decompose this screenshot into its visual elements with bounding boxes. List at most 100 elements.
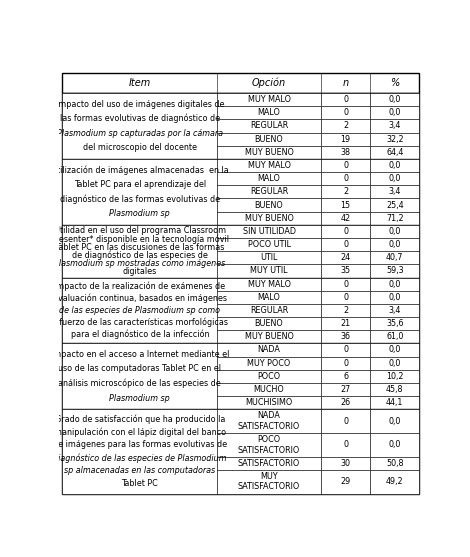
Text: 38: 38 <box>341 148 351 157</box>
Text: MUY
SATISFACTORIO: MUY SATISFACTORIO <box>238 472 300 491</box>
Text: Utilidad en el uso del programa Classroom: Utilidad en el uso del programa Classroo… <box>54 226 226 236</box>
Text: 30: 30 <box>341 459 351 468</box>
Bar <box>370 172 419 185</box>
Text: diagnóstico de las especies de Plasmodium: diagnóstico de las especies de Plasmodiu… <box>53 453 227 463</box>
Bar <box>321 433 370 457</box>
Text: 49,2: 49,2 <box>386 477 404 486</box>
Text: 2: 2 <box>343 121 348 130</box>
Text: 19: 19 <box>341 135 351 144</box>
Text: Tablet PC: Tablet PC <box>121 480 158 488</box>
Bar <box>217 291 321 304</box>
Bar <box>370 119 419 133</box>
Text: manipulación con el lápiz digital del banco: manipulación con el lápiz digital del ba… <box>54 427 226 437</box>
Text: 0: 0 <box>343 95 348 104</box>
Bar <box>370 330 419 343</box>
Bar <box>217 251 321 265</box>
Text: MUY BUENO: MUY BUENO <box>245 148 294 157</box>
Bar <box>321 225 370 238</box>
Bar <box>370 159 419 172</box>
Text: n: n <box>343 78 349 88</box>
Bar <box>217 383 321 396</box>
Text: Plasmodium sp mostradas como imágenes: Plasmodium sp mostradas como imágenes <box>54 259 226 268</box>
Bar <box>370 212 419 225</box>
Text: 29: 29 <box>340 477 351 486</box>
Text: %: % <box>390 78 400 88</box>
Bar <box>370 433 419 457</box>
Text: 2: 2 <box>343 306 348 315</box>
Text: 6: 6 <box>343 372 348 381</box>
Text: Impacto en el acceso a Internet mediante el: Impacto en el acceso a Internet mediante… <box>51 350 229 359</box>
Text: 0,0: 0,0 <box>389 293 401 302</box>
Text: BUENO: BUENO <box>255 201 283 209</box>
Text: 0,0: 0,0 <box>389 227 401 236</box>
Text: 15: 15 <box>341 201 351 209</box>
Text: Plasmodium sp capturadas por la cámara: Plasmodium sp capturadas por la cámara <box>57 129 223 138</box>
Bar <box>217 330 321 343</box>
Text: 35: 35 <box>341 266 351 275</box>
Bar <box>370 265 419 277</box>
Text: 42: 42 <box>341 214 351 223</box>
Text: 0: 0 <box>343 161 348 170</box>
Text: MUY BUENO: MUY BUENO <box>245 333 294 341</box>
Bar <box>321 185 370 198</box>
Text: 0,0: 0,0 <box>389 345 401 354</box>
Bar <box>370 356 419 370</box>
Bar <box>321 212 370 225</box>
Text: 59,3: 59,3 <box>386 266 404 275</box>
Bar <box>217 119 321 133</box>
Text: MUY BUENO: MUY BUENO <box>245 214 294 223</box>
Bar <box>217 146 321 159</box>
Bar <box>217 317 321 330</box>
Bar <box>63 93 217 159</box>
Bar <box>321 277 370 291</box>
Bar <box>370 238 419 251</box>
Bar <box>63 225 217 277</box>
Text: Item: Item <box>129 78 151 88</box>
Text: Tablet PC para el aprendizaje del: Tablet PC para el aprendizaje del <box>74 180 206 189</box>
Text: Presenter* disponible en la tecnología móvil: Presenter* disponible en la tecnología m… <box>51 234 229 244</box>
Text: 0,0: 0,0 <box>389 161 401 170</box>
Text: 0,0: 0,0 <box>389 359 401 368</box>
Bar <box>370 93 419 106</box>
Bar <box>217 238 321 251</box>
Text: 2: 2 <box>343 187 348 197</box>
Text: NADA: NADA <box>258 345 281 354</box>
Text: MUCHISIMO: MUCHISIMO <box>245 398 293 407</box>
Text: 24: 24 <box>341 253 351 262</box>
Bar <box>321 172 370 185</box>
Bar <box>63 343 217 409</box>
Text: digitales: digitales <box>123 267 157 276</box>
Bar <box>370 304 419 317</box>
Bar <box>321 343 370 356</box>
Text: 21: 21 <box>341 319 351 328</box>
Text: las formas evolutivas de diagnóstico de: las formas evolutivas de diagnóstico de <box>60 114 220 124</box>
Text: 0,0: 0,0 <box>389 280 401 289</box>
Text: 26: 26 <box>341 398 351 407</box>
Bar <box>217 185 321 198</box>
Text: SATISFACTORIO: SATISFACTORIO <box>238 459 300 468</box>
Bar <box>217 106 321 119</box>
Text: MUY UTIL: MUY UTIL <box>251 266 288 275</box>
Text: BUENO: BUENO <box>255 319 283 328</box>
Text: 0,0: 0,0 <box>389 417 401 426</box>
Bar <box>217 198 321 212</box>
Text: 0: 0 <box>343 174 348 183</box>
Bar <box>321 457 370 470</box>
Text: Tablet PC en las discusiones de las formas: Tablet PC en las discusiones de las form… <box>55 243 225 252</box>
Bar <box>321 291 370 304</box>
Bar <box>321 106 370 119</box>
Text: Plasmodium sp: Plasmodium sp <box>110 209 170 218</box>
Bar <box>217 343 321 356</box>
Bar <box>217 93 321 106</box>
Bar <box>321 198 370 212</box>
Text: REGULAR: REGULAR <box>250 306 288 315</box>
Text: del microscopio del docente: del microscopio del docente <box>83 144 197 153</box>
Text: 36: 36 <box>341 333 351 341</box>
Bar <box>63 409 217 494</box>
Text: UTIL: UTIL <box>260 253 278 262</box>
Text: 44,1: 44,1 <box>386 398 403 407</box>
Text: SIN UTILIDAD: SIN UTILIDAD <box>243 227 296 236</box>
Text: de las especies de Plasmodium sp como: de las especies de Plasmodium sp como <box>59 306 220 315</box>
Bar <box>321 370 370 383</box>
Bar <box>370 383 419 396</box>
